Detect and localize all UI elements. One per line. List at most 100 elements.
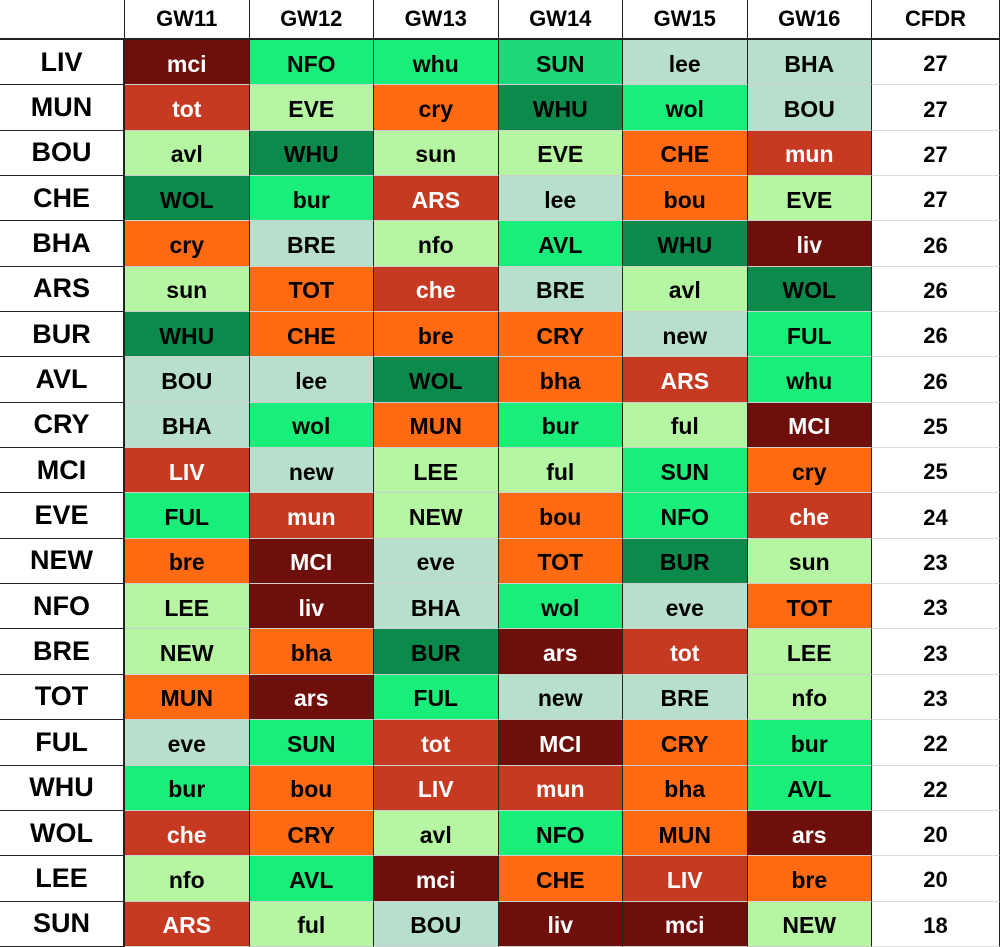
fixture-cell: bou [623,176,748,222]
fixture-cell: BOU [125,357,250,403]
fixture-cell: lee [623,40,748,86]
team-label: SUN [0,901,125,947]
fixture-cell: AVL [498,221,623,267]
fixture-cell: BHA [125,402,250,449]
fixture-cell: NFO [249,40,374,86]
fixture-cell: BRE [623,674,748,721]
fixture-cell: TOT [498,538,623,585]
fixture-cell: bre [747,856,872,902]
fixture-cell: NFO [498,810,623,857]
fixture-cell: AVL [249,856,374,902]
fixture-cell: MCI [747,402,872,449]
fixture-cell: ars [747,810,872,857]
cfdr-value: 23 [872,629,1000,675]
fixture-cell: bur [249,176,374,222]
fixture-cell: tot [374,720,499,766]
fixture-cell: LEE [125,584,250,630]
fixture-cell: BOU [747,85,872,131]
fixture-cell: bou [249,765,374,811]
fixture-cell: bur [747,720,872,766]
fixture-cell: MUN [623,810,748,857]
cfdr-value: 25 [872,448,1000,494]
fixture-cell: TOT [747,584,872,630]
column-header: GW16 [747,0,872,40]
cfdr-value: 27 [872,130,1000,177]
cfdr-value: 22 [872,765,1000,811]
cfdr-value: 26 [872,266,1000,313]
fixture-cell: tot [125,85,250,131]
fixture-cell: EVE [747,176,872,222]
fixture-cell: tot [623,629,748,675]
fixture-cell: ars [249,674,374,721]
fixture-cell: MCI [498,720,623,766]
cfdr-value: 27 [872,85,1000,131]
team-label: BHA [0,221,125,267]
column-header: GW15 [623,0,748,40]
fixture-cell: cry [747,448,872,494]
fixture-cell: LIV [623,856,748,902]
fixture-cell: CRY [249,810,374,857]
cfdr-value: 25 [872,402,1000,449]
fixture-cell: sun [374,130,499,177]
fixture-cell: avl [374,810,499,857]
fixture-cell: BUR [623,538,748,585]
fixture-cell: CRY [623,720,748,766]
fixture-cell: AVL [747,765,872,811]
fixture-cell: sun [125,266,250,313]
fixture-cell: wol [249,402,374,449]
fixture-cell: MUN [374,402,499,449]
fixture-cell: ARS [374,176,499,222]
column-header: GW12 [249,0,374,40]
column-header: GW13 [374,0,499,40]
fixture-cell: mci [374,856,499,902]
fixture-cell: new [623,312,748,358]
fixture-cell: liv [747,221,872,267]
fixture-cell: FUL [747,312,872,358]
fixture-cell: MUN [125,674,250,721]
fixture-cell: LIV [125,448,250,494]
fixture-cell: che [747,493,872,539]
fixture-cell: WOL [747,266,872,313]
fixture-cell: mun [747,130,872,177]
fixture-cell: cry [125,221,250,267]
cfdr-value: 23 [872,674,1000,721]
fixture-cell: che [125,810,250,857]
fixture-cell: ful [249,901,374,947]
fixture-cell: FUL [125,493,250,539]
fixture-cell: eve [374,538,499,585]
fixture-cell: CHE [498,856,623,902]
team-label: AVL [0,357,125,403]
team-label: ARS [0,266,125,313]
fixture-cell: wol [498,584,623,630]
team-label: LEE [0,856,125,902]
cfdr-value: 26 [872,221,1000,267]
fixture-cell: new [249,448,374,494]
column-header: CFDR [872,0,1000,40]
fixture-cell: avl [125,130,250,177]
fixture-cell: NEW [125,629,250,675]
fixture-cell: ful [498,448,623,494]
fixture-cell: BOU [374,901,499,947]
fixture-cell: CHE [623,130,748,177]
fixture-cell: BHA [374,584,499,630]
fixture-cell: lee [498,176,623,222]
fixture-cell: CHE [249,312,374,358]
team-label: CHE [0,176,125,222]
fixture-cell: eve [623,584,748,630]
fixture-cell: WOL [374,357,499,403]
team-label: NEW [0,538,125,585]
cfdr-value: 18 [872,901,1000,947]
fixture-cell: WHU [249,130,374,177]
fixture-cell: ars [498,629,623,675]
fixture-cell: bha [498,357,623,403]
fixture-cell: ARS [623,357,748,403]
fixture-cell: bur [498,402,623,449]
fixture-cell: mci [125,40,250,86]
fixture-cell: mci [623,901,748,947]
fixture-cell: bur [125,765,250,811]
fixture-cell: BRE [249,221,374,267]
fixture-cell: LEE [747,629,872,675]
fixture-cell: ful [623,402,748,449]
cfdr-value: 27 [872,176,1000,222]
